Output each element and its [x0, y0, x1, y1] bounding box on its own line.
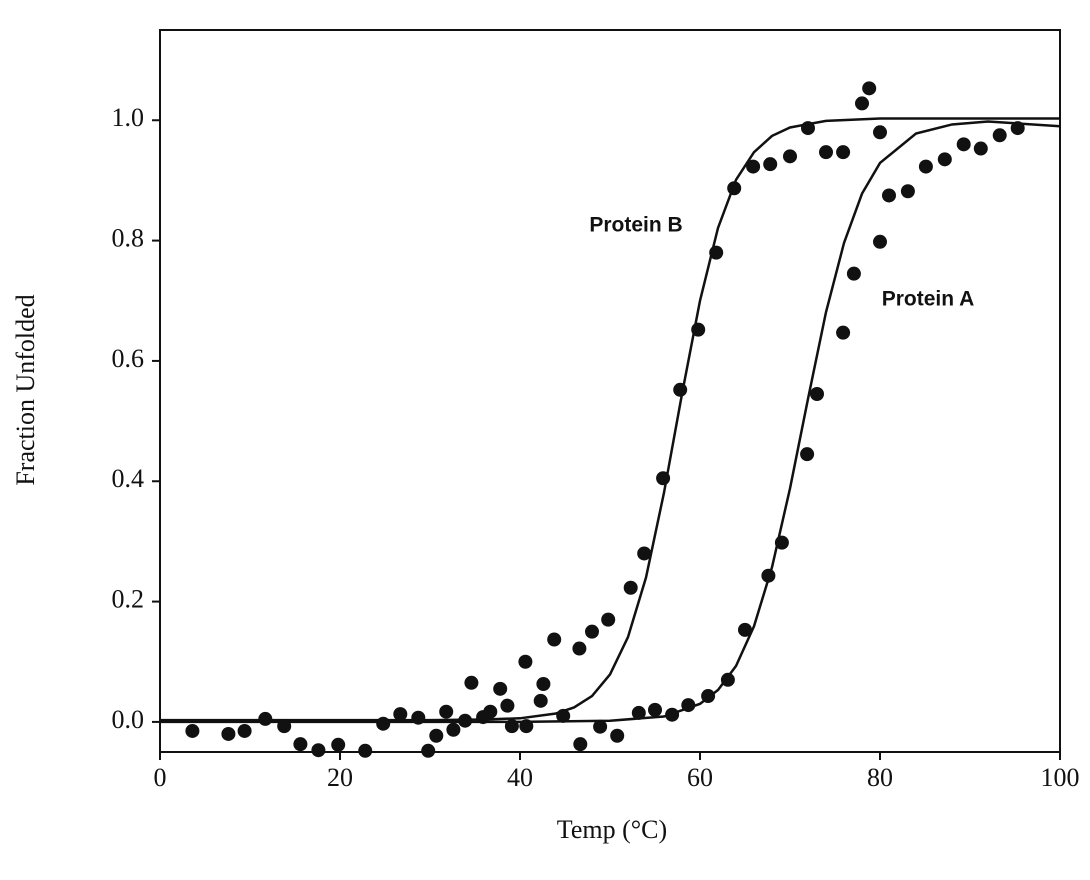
data-point	[836, 325, 851, 340]
data-point	[293, 737, 308, 752]
data-point	[819, 145, 833, 160]
data-point	[846, 266, 861, 281]
data-point	[464, 675, 479, 690]
x-tick-label: 60	[687, 763, 713, 792]
data-point	[518, 654, 533, 669]
data-point	[746, 159, 761, 174]
y-tick-label: 0.8	[112, 224, 145, 253]
data-point	[691, 322, 706, 337]
data-point	[810, 387, 824, 402]
data-point	[601, 612, 616, 627]
data-point	[585, 624, 599, 639]
data-point	[801, 121, 815, 136]
data-point	[648, 702, 662, 717]
data-point	[681, 698, 696, 713]
fit-curve	[160, 120, 1061, 724]
fit-curve	[160, 117, 1060, 722]
data-point	[358, 743, 373, 758]
data-point	[572, 641, 587, 656]
data-point	[709, 245, 724, 260]
data-point	[918, 159, 933, 174]
data-point	[763, 157, 778, 172]
data-point	[783, 149, 797, 164]
data-point	[277, 719, 292, 734]
data-point	[873, 125, 887, 140]
data-point	[873, 234, 887, 249]
data-point	[774, 535, 789, 550]
data-point	[855, 96, 869, 111]
data-point	[573, 737, 588, 752]
y-axis-title: Fraction Unfolded	[11, 294, 40, 485]
data-point	[446, 722, 461, 737]
data-point	[701, 689, 716, 704]
data-point	[483, 704, 498, 719]
data-point	[311, 743, 326, 758]
data-point	[631, 705, 646, 720]
data-point	[992, 128, 1007, 143]
data-point	[637, 546, 652, 561]
data-point	[421, 743, 436, 758]
y-tick-label: 0.2	[112, 585, 145, 614]
data-point	[656, 471, 671, 486]
data-point	[900, 184, 915, 199]
data-point	[393, 707, 408, 722]
data-point	[738, 622, 752, 637]
data-point	[800, 447, 815, 462]
data-point	[519, 719, 534, 734]
x-tick-label: 40	[507, 763, 533, 792]
y-tick-label: 0.6	[112, 344, 145, 373]
data-point	[500, 698, 515, 713]
data-point	[331, 737, 346, 752]
data-point	[376, 716, 391, 731]
data-point	[882, 188, 896, 203]
data-point	[439, 704, 454, 719]
x-tick-label: 20	[327, 763, 353, 792]
data-point	[493, 681, 508, 696]
series-label: Protein B	[589, 214, 682, 237]
data-point	[221, 726, 236, 741]
y-tick-label: 0.0	[112, 705, 145, 734]
data-point	[1010, 121, 1025, 136]
data-point	[665, 707, 680, 722]
series-label: Protein A	[882, 288, 975, 311]
data-point	[237, 723, 252, 738]
data-point	[862, 81, 877, 96]
data-point	[429, 728, 444, 743]
data-point	[761, 568, 776, 583]
data-point	[533, 693, 548, 708]
data-point	[610, 728, 625, 743]
data-point	[185, 723, 200, 738]
data-point	[547, 632, 562, 647]
data-point	[727, 181, 742, 196]
data-point	[258, 711, 273, 726]
y-tick-label: 1.0	[112, 103, 145, 132]
data-point	[836, 145, 851, 160]
y-tick-label: 0.4	[112, 464, 145, 493]
x-axis-title: Temp (°C)	[557, 815, 667, 844]
x-tick-label: 0	[154, 763, 167, 792]
data-point	[673, 382, 688, 397]
plot-frame	[159, 29, 1061, 753]
x-tick-label: 100	[1041, 763, 1080, 792]
data-point	[720, 672, 735, 687]
data-point	[536, 677, 551, 692]
data-point	[593, 719, 608, 734]
data-point	[504, 719, 519, 734]
data-point	[937, 152, 952, 167]
x-tick-label: 80	[867, 763, 893, 792]
data-point	[973, 141, 988, 156]
data-point	[956, 137, 971, 152]
data-point	[623, 580, 638, 595]
data-point	[556, 708, 571, 723]
